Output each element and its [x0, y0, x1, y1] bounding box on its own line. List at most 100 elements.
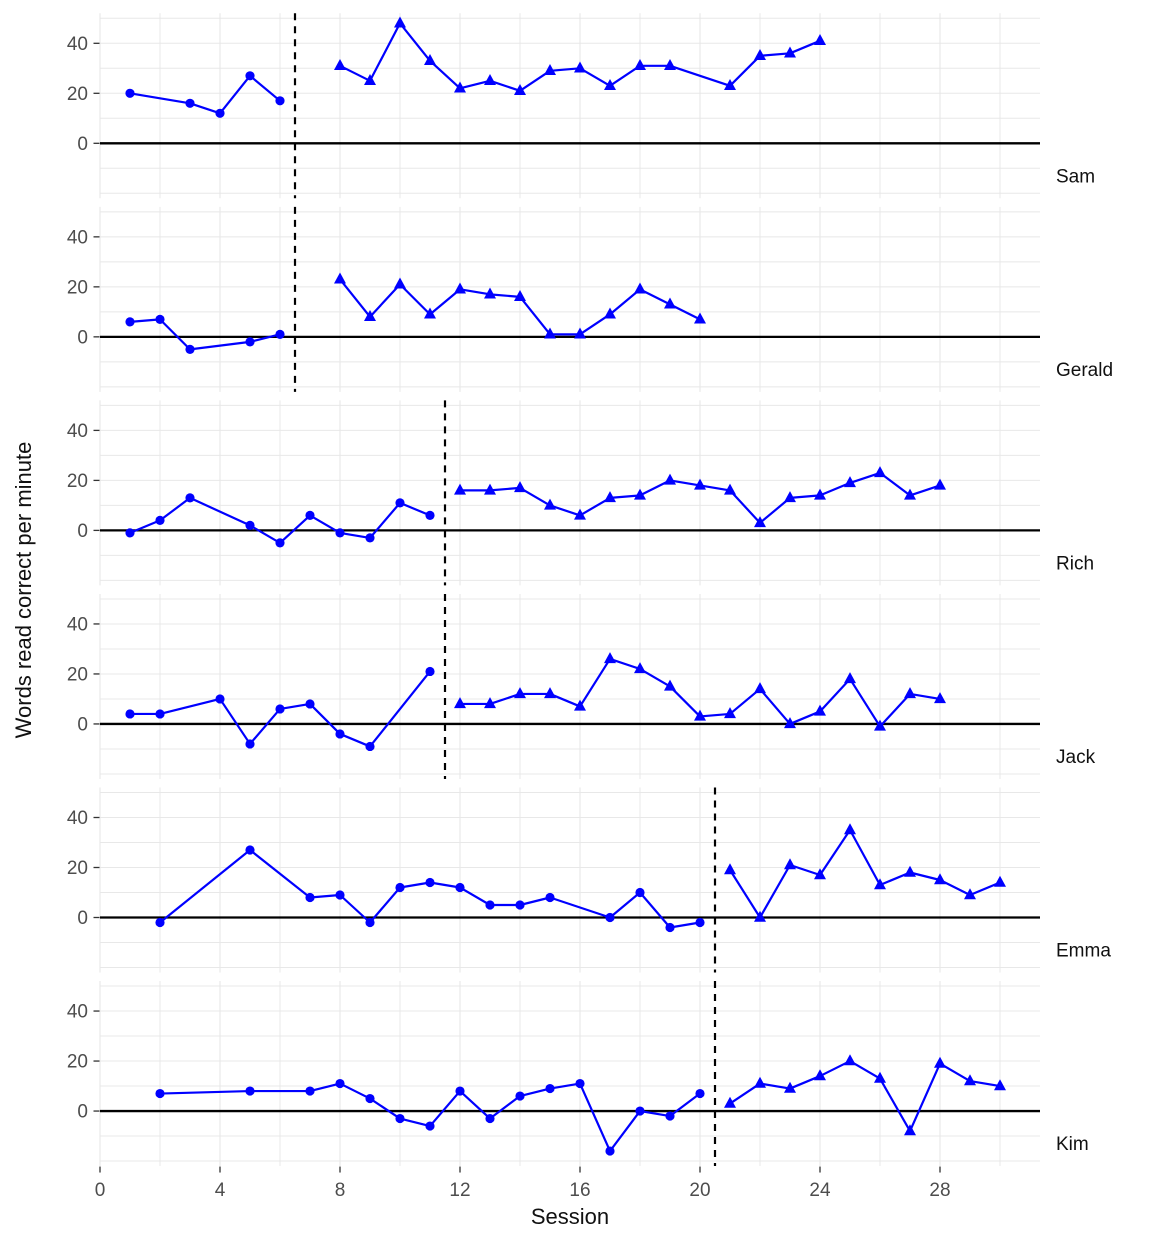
y-tick-label: 40 — [67, 1002, 88, 1023]
data-point-triangle — [934, 1056, 946, 1068]
data-point-circle — [455, 882, 465, 893]
y-tick-label: 0 — [77, 521, 88, 542]
data-point-triangle — [694, 478, 706, 490]
baseline-line — [128, 74, 282, 115]
y-tick-label: 20 — [67, 471, 88, 492]
y-tick-label: 20 — [67, 664, 88, 685]
data-point-circle — [425, 666, 435, 677]
data-point-triangle — [904, 488, 916, 500]
data-point-triangle — [784, 858, 796, 870]
data-point-circle — [155, 515, 165, 526]
intervention-line — [338, 22, 822, 92]
data-point-triangle — [814, 34, 826, 45]
data-point-circle — [365, 533, 375, 543]
data-point-triangle — [364, 74, 376, 85]
data-point-circle — [635, 887, 645, 898]
data-point-triangle — [844, 672, 856, 684]
data-point-triangle — [754, 682, 766, 694]
baseline-line — [128, 496, 432, 545]
data-point-triangle — [394, 16, 406, 28]
data-point-circle — [425, 510, 435, 520]
data-point-circle — [605, 1146, 615, 1156]
data-point-circle — [275, 538, 285, 548]
data-point-circle — [605, 912, 615, 923]
data-point-triangle — [454, 483, 466, 495]
data-point-circle — [215, 108, 225, 118]
data-point-triangle — [484, 697, 496, 709]
data-point-triangle — [544, 687, 556, 699]
data-point-circle — [125, 317, 135, 327]
data-point-circle — [485, 1113, 495, 1124]
panel-jack: 0 20 40 Jack — [67, 593, 1096, 779]
data-point-triangle — [394, 277, 406, 289]
y-tick-label: 20 — [67, 858, 88, 879]
x-tick-label: 16 — [569, 1180, 590, 1201]
data-point-triangle — [664, 59, 676, 70]
data-point-triangle — [934, 873, 946, 885]
data-point-triangle — [334, 59, 346, 70]
data-point-triangle — [454, 697, 466, 709]
data-point-triangle — [364, 310, 376, 322]
y-tick-label: 0 — [77, 134, 88, 155]
data-point-circle — [125, 88, 135, 98]
x-tick-label: 0 — [95, 1180, 106, 1201]
baseline-line — [158, 1082, 702, 1153]
y-tick-label: 40 — [67, 808, 88, 829]
data-point-circle — [155, 917, 165, 928]
panel-emma: 0 20 40 Emma — [67, 787, 1111, 973]
data-point-triangle — [994, 1079, 1006, 1091]
data-point-circle — [275, 96, 285, 106]
data-point-triangle — [814, 704, 826, 716]
data-point-circle — [425, 1121, 435, 1131]
panel-label: Sam — [1056, 166, 1095, 187]
data-point-circle — [245, 739, 255, 749]
x-axis-title: Session — [530, 1204, 610, 1229]
data-point-circle — [425, 877, 435, 888]
data-point-triangle — [724, 863, 736, 875]
data-point-circle — [515, 1091, 525, 1101]
data-point-circle — [155, 709, 165, 719]
data-point-triangle — [514, 84, 526, 95]
data-point-triangle — [754, 1076, 766, 1088]
panel-gerald: 0 20 40 Gerald — [67, 206, 1113, 392]
y-tick-label: 20 — [67, 1052, 88, 1073]
data-point-circle — [245, 845, 255, 855]
data-point-triangle — [604, 79, 616, 90]
data-point-triangle — [484, 287, 496, 299]
data-point-circle — [635, 1106, 645, 1116]
data-point-triangle — [754, 910, 766, 922]
data-point-triangle — [724, 79, 736, 90]
data-point-circle — [455, 1086, 465, 1096]
data-point-triangle — [424, 54, 436, 65]
data-point-triangle — [754, 49, 766, 60]
y-tick-label: 20 — [67, 84, 88, 105]
x-tick-label: 20 — [689, 1180, 710, 1201]
data-point-triangle — [634, 282, 646, 294]
data-point-triangle — [874, 466, 886, 478]
data-point-triangle — [874, 719, 886, 731]
data-point-circle — [335, 729, 345, 739]
data-point-triangle — [484, 483, 496, 495]
panel-kim: 0 20 40 Kim — [67, 981, 1089, 1167]
y-tick-label: 0 — [77, 908, 88, 929]
y-tick-label: 0 — [77, 714, 88, 735]
y-tick-label: 0 — [77, 1102, 88, 1123]
data-point-circle — [305, 1086, 315, 1096]
data-point-triangle — [634, 59, 646, 70]
data-point-triangle — [904, 687, 916, 699]
data-point-triangle — [514, 290, 526, 302]
data-point-circle — [395, 498, 405, 508]
data-point-circle — [125, 709, 135, 719]
data-point-triangle — [904, 865, 916, 877]
x-tick-label: 24 — [809, 1180, 831, 1201]
data-point-circle — [245, 337, 255, 347]
data-point-circle — [155, 1088, 165, 1099]
data-point-triangle — [574, 508, 586, 520]
data-point-circle — [185, 344, 195, 354]
data-point-triangle — [994, 875, 1006, 887]
data-point-triangle — [454, 81, 466, 93]
y-tick-label: 40 — [67, 421, 88, 442]
data-point-triangle — [664, 473, 676, 485]
panel-label: Emma — [1056, 941, 1111, 962]
